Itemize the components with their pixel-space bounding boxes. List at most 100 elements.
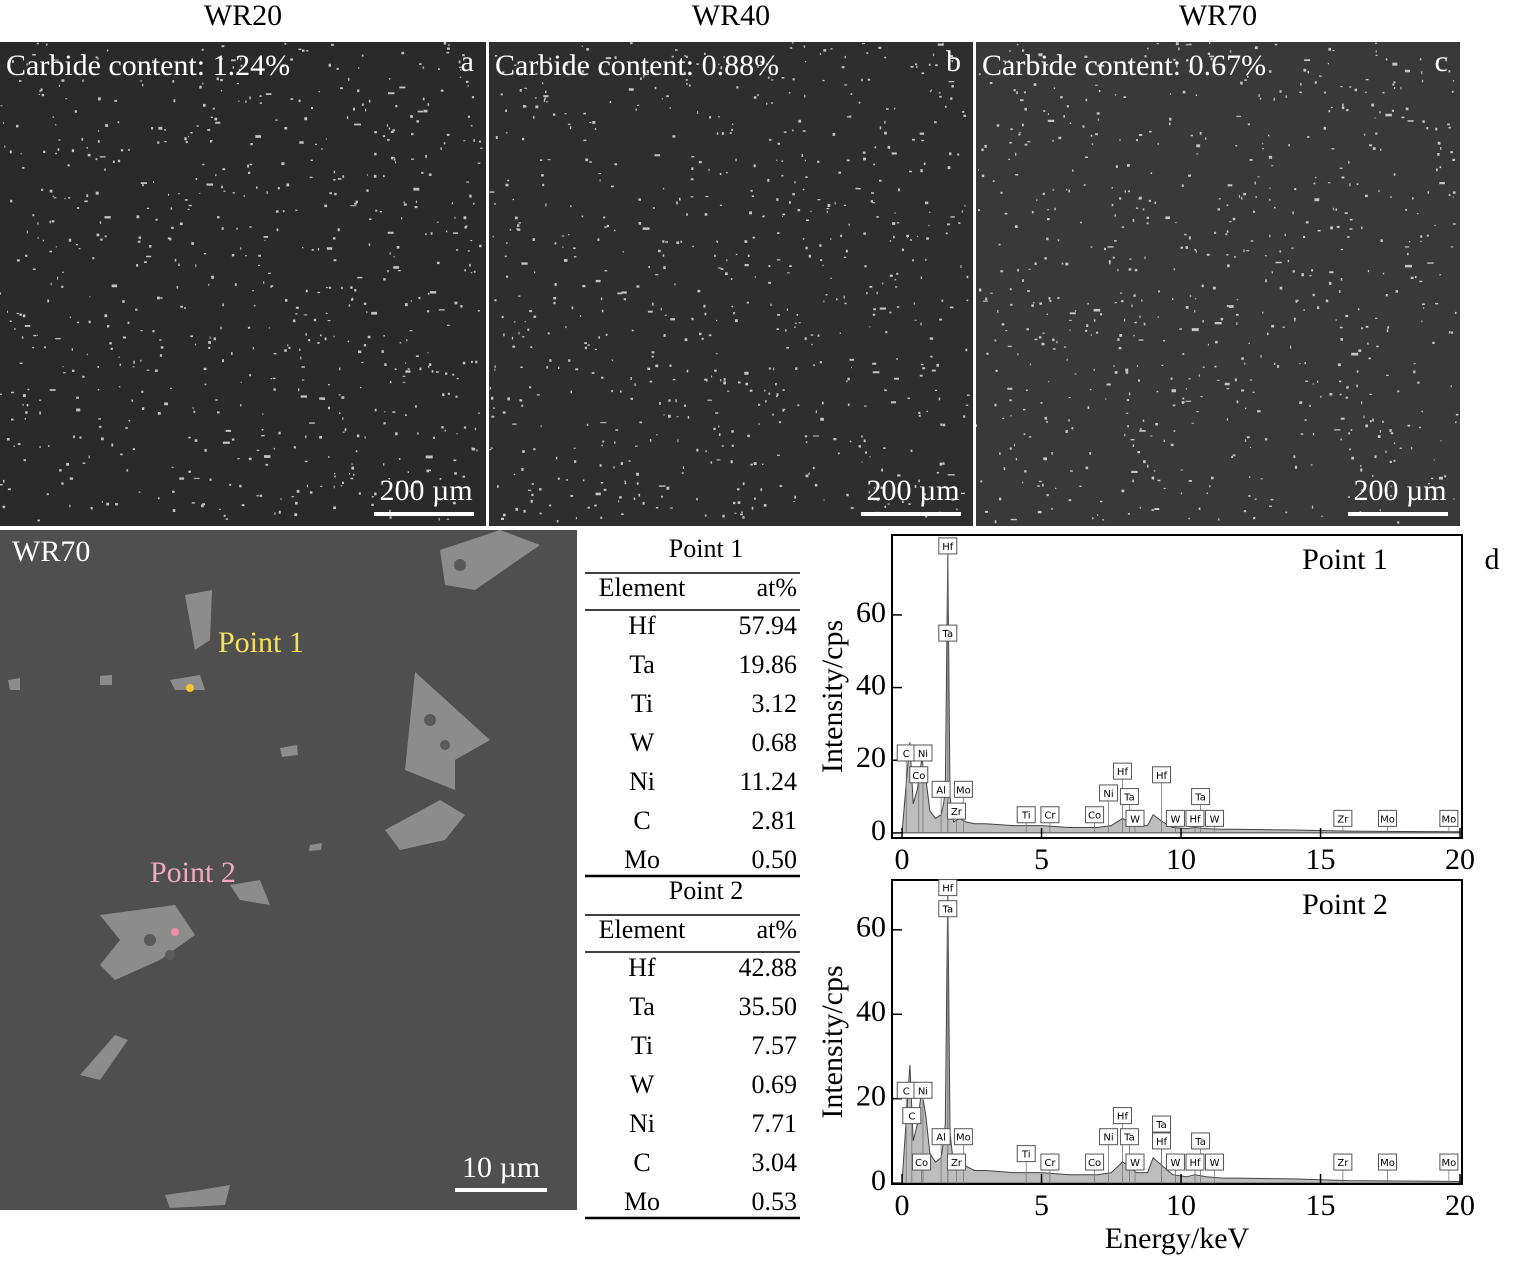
table-cell: 0.53	[752, 1187, 798, 1216]
peak-label: Ni	[1103, 789, 1113, 800]
table-cell: 7.57	[752, 1031, 798, 1060]
x-tick-label: 20	[1445, 843, 1475, 876]
y-tick-label: 0	[871, 814, 886, 847]
peak-label-box	[1152, 1132, 1172, 1150]
peak-label-box	[1112, 762, 1132, 780]
point-marker	[171, 928, 179, 936]
x-tick-label: 10	[1166, 1189, 1196, 1222]
peak-label: Al	[936, 1133, 946, 1144]
x-tick-label: 15	[1306, 843, 1336, 876]
plot-frame	[891, 534, 1463, 839]
table-cell: W	[630, 728, 655, 757]
table-cell: Ti	[631, 1031, 653, 1060]
carbide-caption: Carbide content: 0.88%	[495, 49, 779, 82]
peak-label-box	[1152, 1115, 1172, 1133]
table-cell: 57.94	[739, 611, 798, 640]
peak-label-box	[953, 780, 973, 798]
peak-label: C	[903, 1086, 910, 1097]
panel-title: WR70	[1179, 0, 1257, 32]
peak-label: Mo	[1442, 814, 1457, 825]
peak-label: Ti	[1021, 1150, 1031, 1161]
scale-bar-label: 10 µm	[462, 1151, 540, 1184]
peak-label: Cr	[1044, 1158, 1056, 1169]
point-label: Point 2	[150, 856, 236, 889]
peak-label-box	[913, 1081, 933, 1099]
panel-title: WR20	[204, 0, 282, 32]
table-header: at%	[757, 573, 797, 602]
x-tick-label: 0	[895, 1189, 910, 1222]
scale-bar	[455, 1188, 547, 1192]
peak-label-box	[931, 780, 951, 798]
table-cell: Mo	[624, 1187, 660, 1216]
carbide-holes	[144, 559, 466, 960]
peak-label: Ta	[942, 905, 954, 916]
y-axis-label: Intensity/cps	[816, 965, 849, 1118]
peak-label: Ta	[942, 629, 954, 640]
peak-label: Ta	[1194, 1137, 1206, 1148]
table-cell: Ta	[629, 992, 655, 1021]
peak-label: Hf	[1117, 1112, 1129, 1123]
peak-label-box	[1152, 766, 1172, 784]
peak-label: W	[1210, 1158, 1220, 1169]
peak-label-box	[913, 744, 933, 762]
peak-label-box	[938, 900, 958, 918]
table-cell: W	[630, 1070, 655, 1099]
table-cell: 0.69	[752, 1070, 798, 1099]
peak-label-box	[1205, 1153, 1225, 1171]
peak-label-box	[1439, 1153, 1459, 1171]
peak-label: Ta	[1123, 1133, 1135, 1144]
peak-label: W	[1130, 814, 1140, 825]
table-cell: Ta	[629, 650, 655, 679]
peak-label-box	[1125, 1153, 1145, 1171]
peak-label: Co	[1088, 811, 1101, 822]
scale-bar	[1348, 512, 1448, 516]
peak-label-box	[1016, 806, 1036, 824]
carbides	[8, 530, 540, 1208]
peak-label-box	[1119, 788, 1139, 806]
image-background	[0, 530, 577, 1210]
peak-label-box	[909, 766, 929, 784]
peak-label: Ti	[1021, 811, 1031, 822]
peak-label: Mo	[1380, 814, 1395, 825]
carbide-caption: Carbide content: 1.24%	[6, 49, 290, 82]
scale-bar-label: 200 µm	[866, 474, 959, 507]
table-cell: Hf	[628, 953, 656, 982]
peak-label: Hf	[942, 884, 954, 895]
peak-label-box	[931, 1128, 951, 1146]
y-axis-label: Intensity/cps	[816, 620, 849, 773]
table-cell: Hf	[628, 611, 656, 640]
peak-label: Zr	[1337, 1158, 1349, 1169]
peak-label: W	[1171, 1158, 1181, 1169]
table-header: at%	[757, 915, 797, 944]
peak-label-box	[1125, 809, 1145, 827]
peak-label: W	[1171, 814, 1181, 825]
peak-label-box	[1085, 806, 1105, 824]
table-cell: 42.88	[739, 953, 798, 982]
peak-label-box	[912, 1153, 932, 1171]
x-axis-label: Energy/keV	[1105, 1222, 1250, 1255]
peak-label-box	[1378, 1153, 1398, 1171]
table-cell: 19.86	[739, 650, 798, 679]
table-cell: 3.12	[752, 689, 798, 718]
table-cell: Ni	[629, 767, 655, 796]
table-title: Point 2	[669, 876, 743, 905]
x-tick-label: 15	[1306, 1189, 1336, 1222]
peak-label-box	[1016, 1145, 1036, 1163]
image-label: WR70	[12, 535, 90, 568]
table-cell: 11.24	[739, 767, 797, 796]
peak-label-box	[1185, 809, 1205, 827]
x-tick-label: 20	[1445, 1189, 1475, 1222]
table-cell: C	[633, 1148, 650, 1177]
spectrum	[901, 549, 1461, 834]
peak-label: Mo	[1442, 1158, 1457, 1169]
peak-label: W	[1210, 814, 1220, 825]
peak-label: Hf	[1156, 771, 1168, 782]
table-cell: 0.50	[752, 845, 798, 874]
scale-bar	[861, 512, 961, 516]
peak-label-box	[938, 537, 958, 555]
table-header: Element	[599, 573, 686, 602]
peak-label: Zr	[951, 807, 963, 818]
peak-label: Hf	[1189, 814, 1201, 825]
point-label: Point 1	[218, 626, 304, 659]
table-cell: 2.81	[752, 806, 798, 835]
